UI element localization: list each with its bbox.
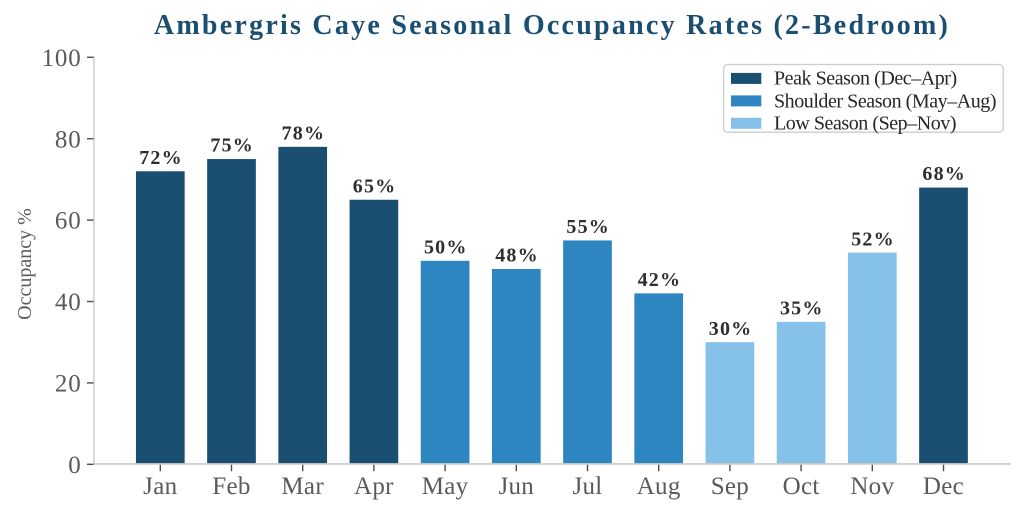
svg-text:Jun: Jun xyxy=(498,473,534,500)
svg-text:65%: 65% xyxy=(353,175,397,197)
svg-text:50%: 50% xyxy=(424,236,468,258)
svg-text:35%: 35% xyxy=(780,297,824,319)
svg-text:40: 40 xyxy=(55,289,82,316)
svg-text:80: 80 xyxy=(55,126,82,153)
svg-text:Feb: Feb xyxy=(212,473,250,500)
svg-text:68%: 68% xyxy=(922,163,966,185)
svg-text:Jan: Jan xyxy=(143,473,177,500)
svg-text:48%: 48% xyxy=(495,245,539,267)
svg-text:72%: 72% xyxy=(139,147,183,169)
svg-text:Mar: Mar xyxy=(281,473,324,500)
svg-text:Oct: Oct xyxy=(783,473,820,500)
svg-text:30%: 30% xyxy=(709,318,753,340)
svg-text:May: May xyxy=(422,473,469,500)
svg-text:Peak Season (Dec–Apr): Peak Season (Dec–Apr) xyxy=(774,68,957,90)
svg-text:100: 100 xyxy=(42,45,82,72)
svg-text:Low Season (Sep–Nov): Low Season (Sep–Nov) xyxy=(774,113,956,135)
svg-text:42%: 42% xyxy=(638,269,682,291)
svg-text:75%: 75% xyxy=(210,135,254,157)
svg-text:0: 0 xyxy=(68,452,81,479)
svg-text:Shoulder Season (May–Aug): Shoulder Season (May–Aug) xyxy=(774,90,996,112)
svg-text:78%: 78% xyxy=(282,122,326,144)
svg-text:Nov: Nov xyxy=(850,473,894,500)
svg-text:Ambergris Caye Seasonal Occupa: Ambergris Caye Seasonal Occupancy Rates … xyxy=(154,10,950,41)
svg-text:Dec: Dec xyxy=(923,473,964,500)
svg-text:Apr: Apr xyxy=(354,473,394,500)
svg-text:Aug: Aug xyxy=(637,473,681,500)
svg-text:20: 20 xyxy=(55,371,82,398)
svg-text:Jul: Jul xyxy=(572,473,602,500)
svg-text:52%: 52% xyxy=(851,228,895,250)
svg-text:55%: 55% xyxy=(566,216,610,238)
svg-text:Occupancy %: Occupancy % xyxy=(14,208,36,320)
svg-text:Sep: Sep xyxy=(711,473,749,500)
svg-text:60: 60 xyxy=(55,208,82,235)
